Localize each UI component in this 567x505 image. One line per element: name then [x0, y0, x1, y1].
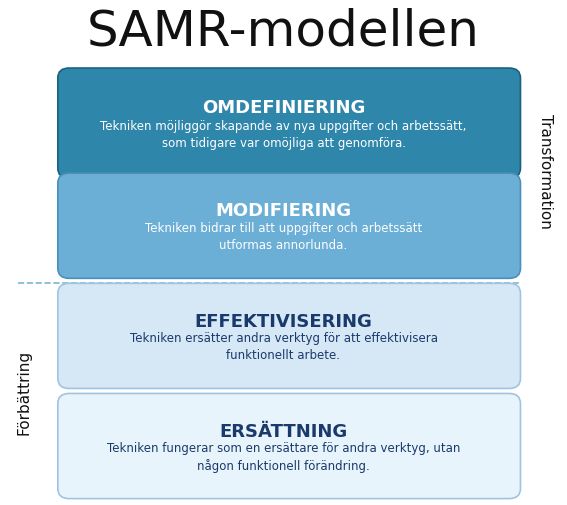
Text: Tekniken ersätter andra verktyg för att effektivisera
funktionellt arbete.: Tekniken ersätter andra verktyg för att …: [129, 331, 438, 362]
Text: Tekniken fungerar som en ersättare för andra verktyg, utan
någon funktionell för: Tekniken fungerar som en ersättare för a…: [107, 441, 460, 472]
Text: EFFEKTIVISERING: EFFEKTIVISERING: [194, 312, 373, 330]
Text: MODIFIERING: MODIFIERING: [215, 202, 352, 220]
Text: Transformation: Transformation: [538, 114, 553, 229]
Text: ERSÄTTNING: ERSÄTTNING: [219, 422, 348, 440]
FancyBboxPatch shape: [58, 174, 521, 279]
FancyBboxPatch shape: [58, 69, 521, 179]
Text: SAMR-modellen: SAMR-modellen: [87, 8, 480, 56]
Text: Förbättring: Förbättring: [16, 349, 31, 434]
Text: OMDEFINIERING: OMDEFINIERING: [202, 98, 365, 117]
FancyBboxPatch shape: [58, 394, 521, 498]
Text: Tekniken möjliggör skapande av nya uppgifter och arbetssätt,
som tidigare var om: Tekniken möjliggör skapande av nya uppgi…: [100, 120, 467, 149]
FancyBboxPatch shape: [58, 284, 521, 389]
Text: Tekniken bidrar till att uppgifter och arbetssätt
utformas annorlunda.: Tekniken bidrar till att uppgifter och a…: [145, 222, 422, 251]
